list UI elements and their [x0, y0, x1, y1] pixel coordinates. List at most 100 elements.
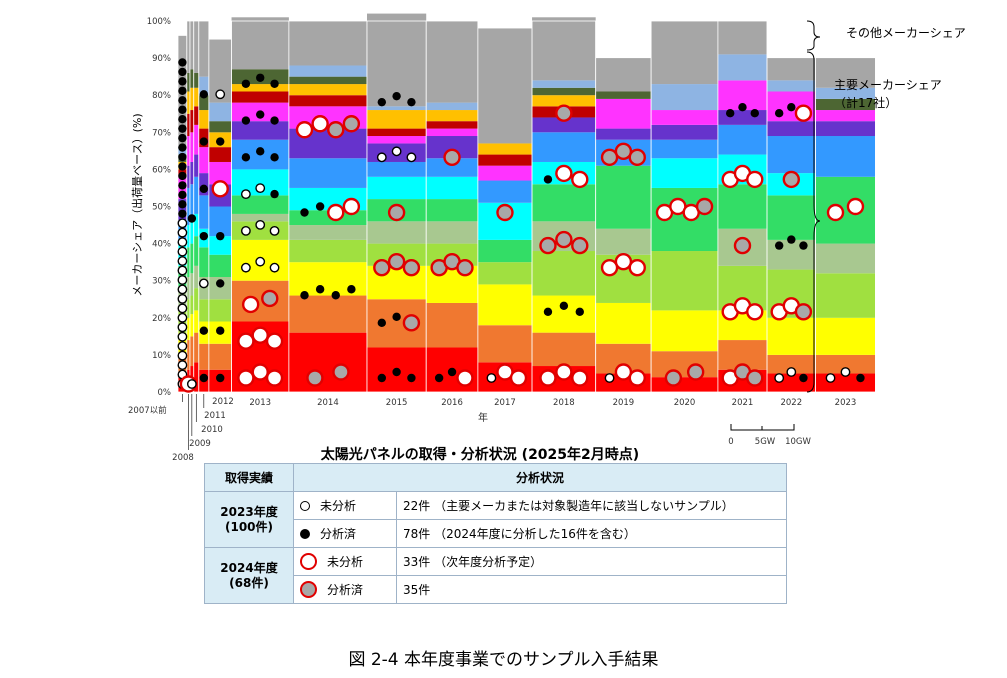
analyzed-2024-marker [555, 230, 573, 249]
bar-segment [208, 343, 232, 370]
bar-segment [231, 213, 289, 222]
bar-segment [288, 76, 367, 85]
bar-segment [717, 21, 768, 55]
analyzed-2024-marker [443, 148, 461, 167]
analyzed-2023-marker [216, 326, 225, 335]
bar-segment [477, 143, 533, 155]
unanalyzed-2024-marker [614, 252, 633, 271]
bar-segment [767, 136, 816, 174]
bar-segment [477, 165, 533, 181]
bar-segment [717, 110, 768, 125]
bar-segment [186, 165, 190, 188]
bar-segment [651, 310, 718, 352]
share-chart: 0% 10% 20% 30% 40% 50% 60% 70% 80% 90% 100% 2007以前… [128, 13, 966, 460]
unanalyzed-2023-marker [215, 89, 226, 100]
analyzed-2023-marker [178, 133, 187, 143]
unanalyzed-2024-marker [539, 369, 557, 387]
legend-status: 未分析 [320, 499, 357, 513]
analyzed-2023-marker [178, 77, 187, 86]
legend-group-2023-year: 2023年度 [220, 504, 278, 519]
unanalyzed-2023-marker [240, 225, 251, 236]
y-axis-label: メーカーシェア（出荷量ベース）(%) [130, 113, 144, 296]
bar-segment [815, 121, 876, 137]
y-tick-label: 80% [152, 91, 171, 101]
analyzed-2024-marker [628, 148, 646, 167]
bar-segment [186, 225, 190, 248]
bar-segment [367, 13, 427, 107]
bar-segment [367, 110, 427, 129]
analyzed-2023-marker [774, 241, 784, 250]
analyzed-2023-marker [447, 367, 457, 377]
analyzed-2023-marker [787, 103, 796, 112]
bar-segment [815, 273, 876, 318]
bar-segment [426, 158, 478, 177]
analyzed-2023-marker [178, 209, 187, 218]
bar-segment [426, 302, 478, 348]
bar-segment [815, 176, 876, 244]
bar-segment [186, 91, 190, 114]
unanalyzed-2024-marker [794, 104, 813, 122]
legend-header-status: 分析状況 [293, 463, 787, 492]
bar-segment [717, 184, 768, 229]
analyzed-2023-marker [178, 124, 187, 133]
analyzed-2023-marker [407, 373, 416, 383]
bar-segment [532, 87, 596, 96]
bar-segment [367, 161, 427, 177]
bar-segment [288, 225, 367, 240]
bar-segment [193, 72, 199, 88]
unanalyzed-2024-marker [614, 363, 633, 381]
analyzed-2023-marker [392, 367, 401, 377]
bar-segment [532, 17, 596, 81]
bar-segment [208, 276, 232, 300]
legend-status: 分析済 [327, 583, 364, 597]
bar-segment [189, 110, 194, 133]
analyzed-2024-marker [387, 252, 406, 271]
analyzed-2023-marker [270, 116, 279, 125]
bar-segment [186, 276, 190, 300]
bar-segment [208, 147, 232, 162]
analyzed-2023-marker [256, 147, 265, 156]
bar-segment [815, 243, 876, 274]
x-tick-label: 2013 [249, 398, 271, 408]
analyzed-2023-marker [377, 318, 387, 328]
major-share-label: 主要メーカーシェア [834, 78, 942, 92]
analyzed-2023-marker [241, 79, 251, 88]
analyzed-2023-marker [738, 103, 747, 112]
y-tick-label: 0% [158, 388, 172, 398]
x-tick-label: 2016 [441, 398, 463, 408]
x-axis: 2007以前 2008 2009 2010 2011 2012 2013 2014 2015 20… [128, 394, 856, 460]
analyzed-2024-marker [571, 236, 589, 255]
unanalyzed-2024-marker [628, 369, 646, 387]
bar-segment [815, 98, 876, 111]
analyzed-2023-marker [199, 373, 209, 383]
analyzed-2023-marker [178, 143, 187, 152]
y-tick-label: 100% [147, 17, 171, 27]
analyzed-2023-marker [199, 326, 209, 335]
analyzed-2024-marker [306, 369, 324, 387]
x-tick-label: 2017 [494, 398, 516, 408]
bar-segment [208, 121, 232, 133]
bar-segment [208, 161, 232, 185]
bar-segment [532, 80, 596, 88]
bar-segment [651, 84, 718, 111]
unanalyzed-2023-marker [177, 237, 188, 248]
bar-segment [288, 65, 367, 77]
analyzed-2023-marker [331, 291, 340, 300]
legend-row: 2024年度 (68件) 未分析 33件 （次年度分析予定） [204, 547, 787, 604]
analyzed-2024-marker [555, 104, 573, 122]
bar-segment [193, 176, 199, 214]
bar-segment [651, 377, 718, 392]
y-tick-label: 60% [152, 165, 171, 175]
bar-segment [198, 299, 209, 322]
share-braces: その他メーカーシェア 主要メーカーシェア （計17社） [806, 20, 966, 393]
bar-segment [189, 295, 194, 315]
analyzed-2024-marker [402, 314, 421, 332]
bar-segment [532, 117, 596, 133]
bar-segment [186, 340, 190, 370]
analyzed-2024-marker [402, 258, 421, 277]
analyzed-2023-marker [392, 312, 401, 322]
bar-segment [367, 221, 427, 244]
bar-segment [189, 336, 194, 367]
analyzed-2023-marker [256, 73, 265, 82]
bar-segment [651, 139, 718, 159]
